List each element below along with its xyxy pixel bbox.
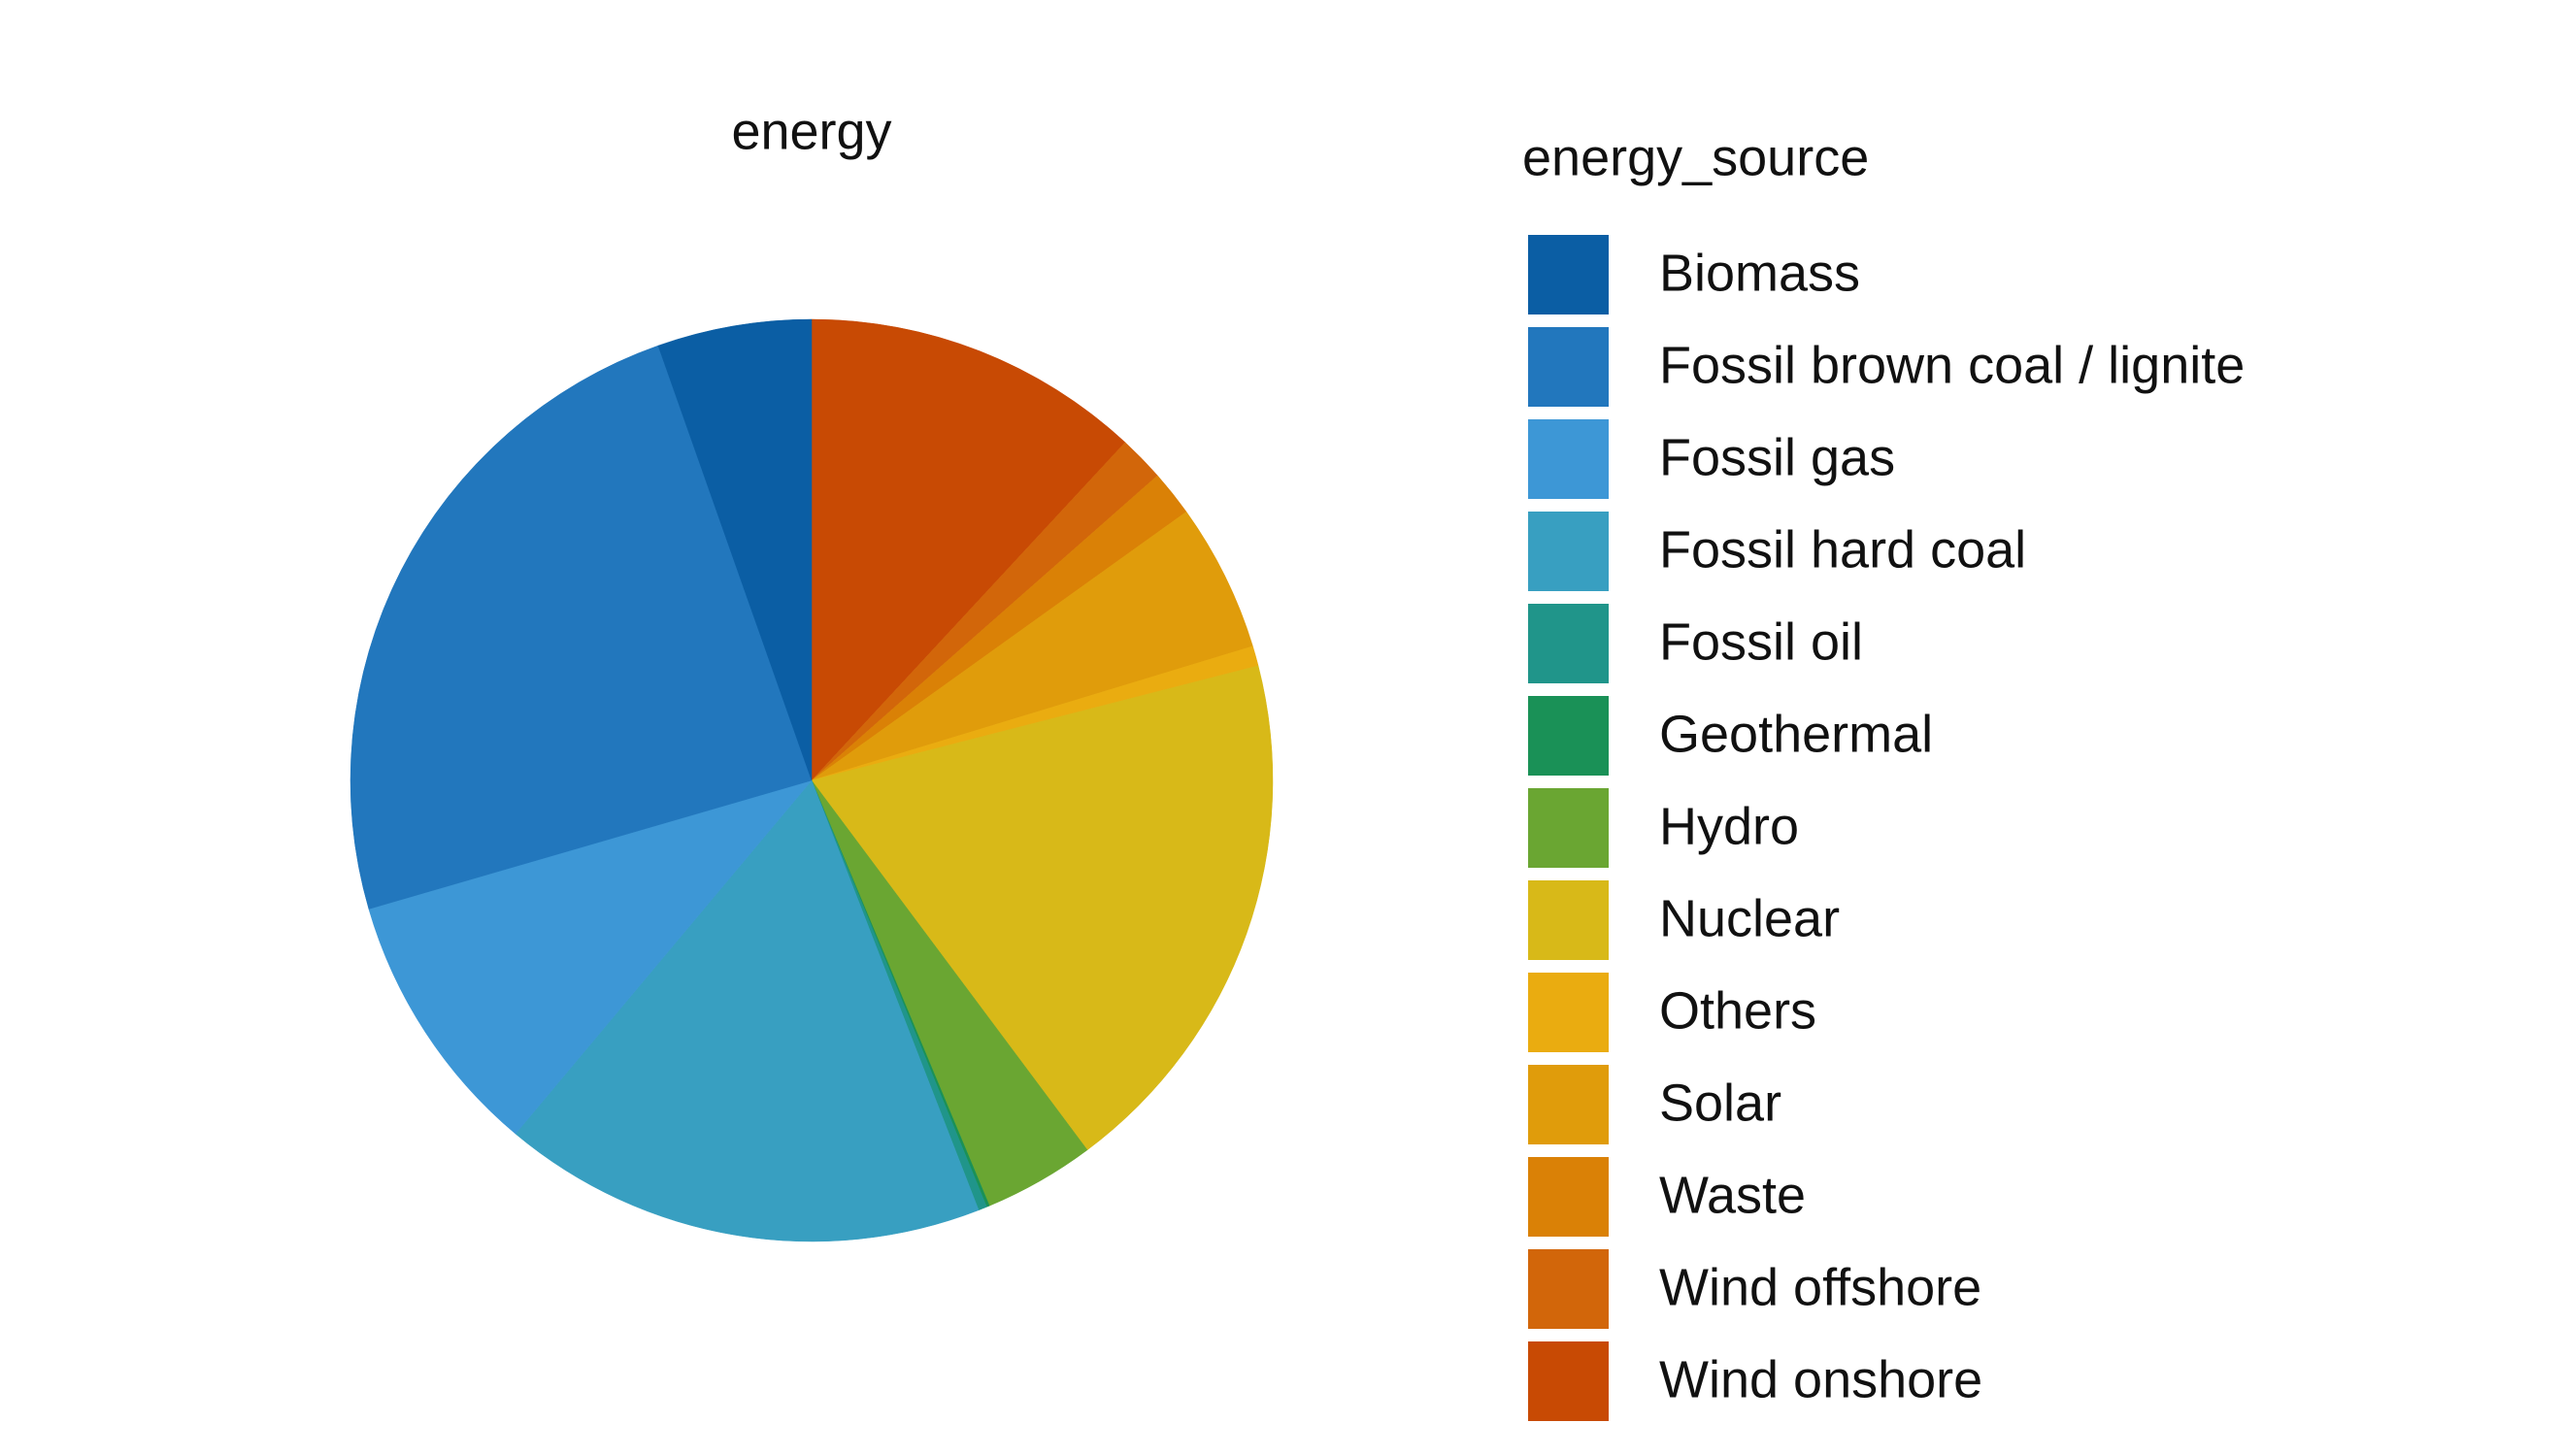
legend-swatch bbox=[1528, 419, 1609, 499]
pie-slice bbox=[515, 779, 980, 1242]
legend-swatch bbox=[1528, 973, 1609, 1052]
pie-slice bbox=[811, 511, 1253, 781]
legend-label: Fossil gas bbox=[1659, 428, 1895, 486]
legend-label: Geothermal bbox=[1659, 705, 1933, 763]
chart-title: energy bbox=[731, 102, 891, 160]
pie-slice bbox=[657, 318, 813, 781]
legend-swatch bbox=[1528, 235, 1609, 314]
legend-title: energy_source bbox=[1522, 128, 1869, 186]
legend-label: Fossil hard coal bbox=[1659, 520, 2026, 579]
legend-swatch bbox=[1528, 604, 1609, 683]
legend-label: Hydro bbox=[1659, 797, 1799, 855]
legend-swatch bbox=[1528, 1157, 1609, 1237]
legend-label: Solar bbox=[1659, 1074, 1781, 1132]
legend-label: Fossil brown coal / lignite bbox=[1659, 336, 2245, 394]
legend-label: Wind onshore bbox=[1659, 1350, 1982, 1408]
pie-slice bbox=[368, 779, 813, 1135]
pie-slice bbox=[811, 318, 1126, 781]
legend-swatch bbox=[1528, 880, 1609, 960]
legend-label: Nuclear bbox=[1659, 889, 1840, 947]
legend-label: Fossil oil bbox=[1659, 612, 1863, 671]
legend-swatch bbox=[1528, 1065, 1609, 1144]
legend-label: Waste bbox=[1659, 1166, 1806, 1224]
pie-slice bbox=[350, 345, 813, 910]
legend-swatch bbox=[1528, 1341, 1609, 1421]
legend-label: Others bbox=[1659, 981, 1816, 1040]
pie-slice bbox=[811, 665, 1274, 1151]
legend-swatch bbox=[1528, 327, 1609, 407]
legend-label: Wind offshore bbox=[1659, 1258, 1981, 1316]
legend-swatch bbox=[1528, 512, 1609, 591]
legend-swatch bbox=[1528, 1249, 1609, 1329]
legend-label: Biomass bbox=[1659, 244, 1860, 302]
legend-swatch bbox=[1528, 788, 1609, 868]
legend-swatch bbox=[1528, 696, 1609, 776]
